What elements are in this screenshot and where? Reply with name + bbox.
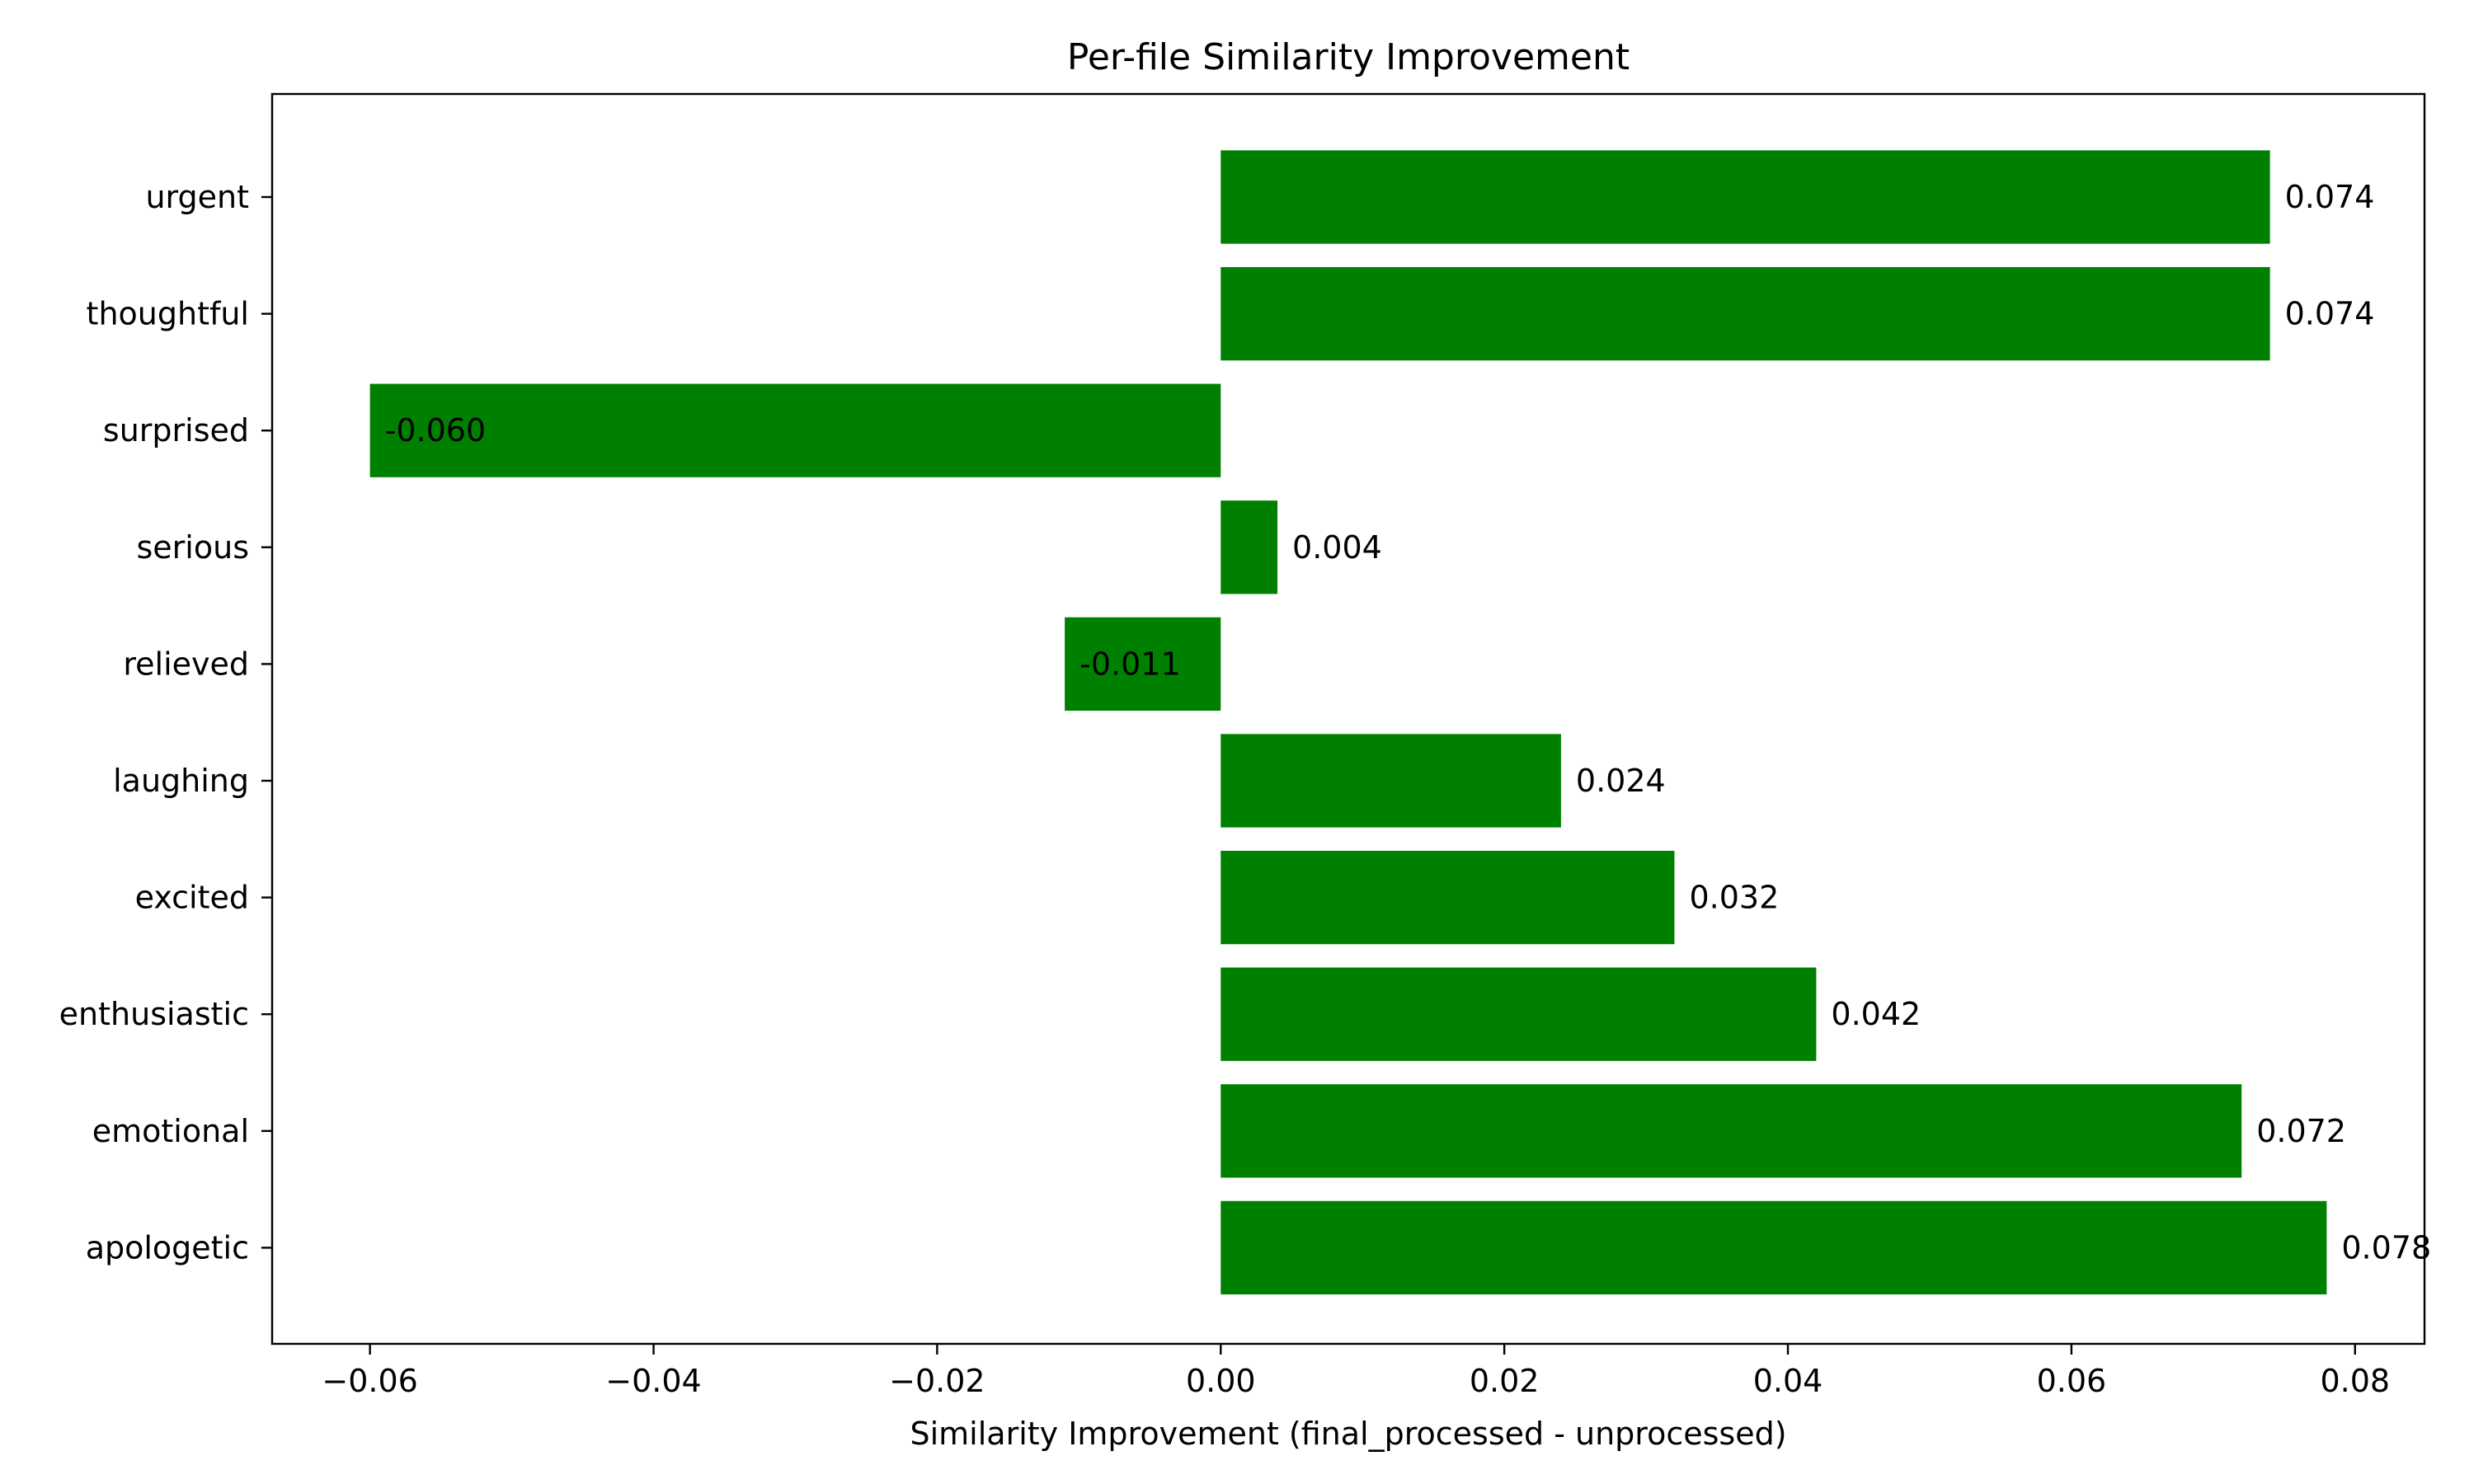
- bar-enthusiastic: [1221, 967, 1817, 1061]
- bar-value-label: 0.074: [2285, 179, 2375, 215]
- x-tick-label: 0.02: [1470, 1363, 1540, 1399]
- bar-urgent: [1221, 150, 2270, 244]
- y-tick-label: urgent: [145, 179, 249, 215]
- y-tick-label: surprised: [103, 412, 249, 448]
- bar-value-labels: 0.074 0.074 -0.060 0.004 -0.011 0.024 0.032 0.0…: [385, 179, 2432, 1266]
- bar-value-label: 0.074: [2285, 296, 2375, 332]
- y-tick-label: thoughtful: [87, 296, 249, 332]
- bar-value-label: 0.072: [2256, 1113, 2346, 1149]
- bar-value-label: 0.024: [1576, 763, 1666, 799]
- x-axis-label: Similarity Improvement (final_processed …: [910, 1416, 1786, 1452]
- bar-value-label: 0.078: [2341, 1229, 2431, 1266]
- bar-value-label: 0.004: [1292, 529, 1382, 566]
- x-tick-label: 0.04: [1753, 1363, 1823, 1399]
- bar-emotional: [1221, 1084, 2242, 1178]
- y-tick-label: enthusiastic: [59, 996, 249, 1032]
- x-tick-label: −0.04: [605, 1363, 701, 1399]
- bar-laughing: [1221, 734, 1561, 828]
- x-tick-label: 0.08: [2320, 1363, 2390, 1399]
- y-tick-label: emotional: [92, 1113, 249, 1149]
- y-tick-label: relieved: [123, 646, 249, 682]
- x-tick-label: −0.06: [322, 1363, 417, 1399]
- y-tick-label: laughing: [113, 763, 249, 799]
- bar-surprised: [369, 383, 1221, 477]
- y-tick-label: serious: [137, 529, 250, 566]
- bar-value-label: 0.032: [1689, 880, 1779, 916]
- bar-thoughtful: [1221, 266, 2270, 361]
- bar-relieved: [1065, 617, 1221, 711]
- x-axis-ticks: −0.06 −0.04 −0.02 0.00 0.02 0.04 0.06 0.08: [322, 1344, 2390, 1399]
- x-tick-label: 0.06: [2037, 1363, 2107, 1399]
- bar-value-label: -0.060: [385, 412, 487, 448]
- bar-serious: [1221, 500, 1278, 594]
- y-tick-label: excited: [135, 880, 249, 916]
- x-tick-label: −0.02: [889, 1363, 985, 1399]
- bar-value-label: -0.011: [1079, 646, 1181, 682]
- bar-apologetic: [1221, 1200, 2327, 1295]
- x-tick-label: 0.00: [1186, 1363, 1256, 1399]
- y-axis-ticks: urgent thoughtful surprised serious relieved…: [59, 179, 272, 1266]
- bars-group: [369, 150, 2327, 1295]
- y-tick-label: apologetic: [86, 1229, 249, 1266]
- bar-value-label: 0.042: [1831, 996, 1921, 1032]
- bar-excited: [1221, 850, 1675, 945]
- chart-title: Per-file Similarity Improvement: [1067, 36, 1630, 78]
- plot-area-frame: [270, 92, 2426, 1345]
